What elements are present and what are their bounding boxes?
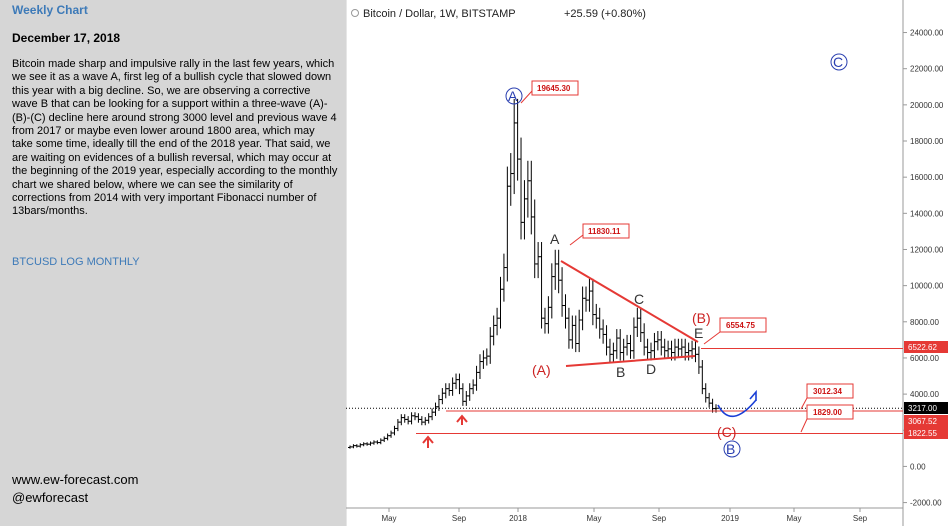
price-tag-current-label: 3217.00 — [908, 404, 937, 413]
callout-box — [719, 317, 767, 333]
time-tick-label: May — [786, 514, 801, 523]
wave-b-upper-trendline — [560, 260, 699, 343]
candles — [348, 98, 718, 449]
wave-label-e: E — [694, 325, 703, 341]
callout-wave-b-high: 6554.75 — [726, 321, 755, 330]
wave-b-lower-trendline — [565, 355, 696, 367]
price-tag-1822 — [904, 427, 948, 439]
price-axis[interactable]: 24000.00 22000.00 20000.00 18000.00 16000.00… — [903, 29, 944, 508]
time-tick-label: Sep — [853, 514, 868, 523]
price-tag-1822-label: 1822.55 — [908, 429, 937, 438]
price-chart[interactable]: 24000.00 22000.00 20000.00 18000.00 16000.00… — [346, 0, 949, 526]
time-tick-label: May — [381, 514, 396, 523]
projected-reversal-path — [717, 399, 757, 418]
arrow-up-icon — [422, 435, 434, 448]
price-tick-label: 16000.00 — [910, 173, 944, 182]
wave-label-c-circled: C — [833, 54, 843, 70]
wave-label-d: D — [646, 361, 656, 377]
time-tick-label: 2018 — [509, 514, 527, 523]
chart-svg[interactable]: 24000.00 22000.00 20000.00 18000.00 16000.00… — [346, 0, 949, 526]
wave-label-b-circled: B — [726, 441, 735, 457]
callout-peak: 19645.30 — [537, 84, 571, 93]
wave-label-c-paren: (C) — [717, 424, 736, 440]
price-tag-6522-label: 6522.62 — [908, 343, 937, 352]
wave-label-a: A — [550, 231, 560, 247]
twitter-handle[interactable]: @ewforecast — [12, 490, 89, 505]
price-tick-label: 8000.00 — [910, 318, 939, 327]
time-tick-label: 2019 — [721, 514, 739, 523]
post-date: December 17, 2018 — [12, 31, 121, 45]
commentary-panel: Weekly Chart December 17, 2018 Bitcoin m… — [0, 0, 346, 526]
wave-label-a-circled: A — [508, 88, 518, 104]
wave-label-a-paren: (A) — [532, 362, 551, 378]
price-tick-label: 14000.00 — [910, 209, 944, 218]
time-axis[interactable]: May Sep 2018 May Sep 2019 May Sep — [381, 508, 868, 523]
projection-arrow-icon — [749, 389, 757, 401]
price-tick-label: -2000.00 — [910, 499, 942, 508]
price-tick-label: 24000.00 — [910, 29, 944, 38]
chart-header: Bitcoin / Dollar, 1W, BITSTAMP +25.59 (+… — [351, 8, 646, 20]
callout-box — [582, 223, 630, 239]
symbol-status-icon — [351, 9, 359, 17]
callout-box — [806, 383, 854, 399]
price-tick-label: 18000.00 — [910, 137, 944, 146]
callout-wave-a-high: 11830.11 — [588, 227, 621, 236]
callout-box — [531, 80, 579, 96]
callout-box — [806, 404, 854, 420]
callout-support-1800: 1829.00 — [813, 408, 842, 417]
time-tick-label: Sep — [652, 514, 667, 523]
price-tick-label: 20000.00 — [910, 101, 944, 110]
price-tag-6522 — [904, 341, 948, 353]
monthly-chart-link[interactable]: BTCUSD LOG MONTHLY — [12, 256, 140, 268]
price-change: +25.59 (+0.80%) — [564, 8, 646, 20]
price-axis-tags: 6522.62 3217.00 3067.52 1822.55 — [904, 341, 948, 439]
price-tag-3067-label: 3067.52 — [908, 417, 937, 426]
callout-support-3000: 3012.34 — [813, 387, 842, 396]
analysis-text: Bitcoin made sharp and impulsive rally i… — [12, 58, 338, 218]
price-callouts: 19645.30 11830.11 6554.75 3012.34 1829.0… — [520, 80, 854, 433]
symbol-title: Bitcoin / Dollar, 1W, BITSTAMP — [363, 8, 516, 20]
price-tag-3067 — [904, 415, 948, 427]
website-url[interactable]: www.ew-forecast.com — [12, 472, 139, 487]
price-tick-label: 22000.00 — [910, 65, 944, 74]
wave-labels: A C A C (B) E (A) B D (C) B — [505, 53, 848, 458]
price-tick-label: 12000.00 — [910, 245, 944, 254]
price-tick-label: 6000.00 — [910, 354, 939, 363]
panel-title: Weekly Chart — [12, 3, 88, 17]
price-tick-label: 0.00 — [910, 462, 926, 471]
price-tick-label: 10000.00 — [910, 282, 944, 291]
time-tick-label: Sep — [452, 514, 467, 523]
wave-label-b: B — [616, 364, 625, 380]
time-tick-label: May — [586, 514, 601, 523]
wave-label-c: C — [634, 291, 644, 307]
price-tag-current — [904, 402, 948, 414]
arrow-up-icon — [456, 414, 468, 425]
wave-label-b-paren: (B) — [692, 310, 711, 326]
price-tick-label: 4000.00 — [910, 390, 939, 399]
